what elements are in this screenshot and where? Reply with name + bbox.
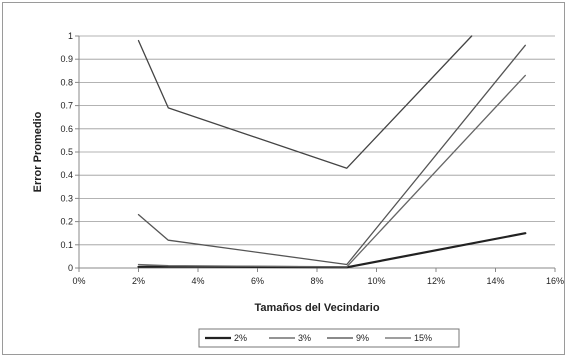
series-line-2: [137, 44, 526, 266]
y-tick-label: 0.4: [60, 170, 73, 180]
series-line-3: [137, 35, 473, 169]
legend-label: 15%: [414, 333, 432, 343]
legend-label: 9%: [356, 333, 369, 343]
y-axis-title: Error Promedio: [32, 111, 44, 192]
y-tick-label: 0.7: [60, 101, 73, 111]
y-tick-label: 0: [68, 263, 73, 273]
y-tick-label: 0.5: [60, 147, 73, 157]
x-tick-label: 10%: [367, 276, 385, 286]
x-tick-label: 6%: [251, 276, 264, 286]
x-axis-title: Tamaños del Vecindario: [254, 302, 379, 314]
line-chart: 00.10.20.30.40.50.60.70.80.910% 2% 4% 6% 8% 1…: [32, 31, 564, 348]
legend-items: 2% 3% 9% 15%: [205, 333, 432, 343]
chart-frame: 0 0.1 0.2 0.3 0.4 0.5 0.6 0.7 0.8 0.9 1 0% 2% 4% 6% 8% 1…: [2, 2, 565, 355]
series-line-4: [137, 74, 526, 268]
x-tick-label: 16%: [546, 276, 564, 286]
axis-ticks: 00.10.20.30.40.50.60.70.80.910% 2% 4% 6% 8% 1…: [60, 31, 564, 286]
y-tick-label: 0.3: [60, 193, 73, 203]
x-tick-label: 14%: [486, 276, 504, 286]
y-tick-label: 0.6: [60, 124, 73, 134]
y-tick-label: 0.1: [60, 240, 73, 250]
y-tick-label: 1: [68, 31, 73, 41]
y-tick-label: 0.9: [60, 54, 73, 64]
legend-label: 2%: [234, 333, 247, 343]
series-line-1: [137, 232, 527, 269]
legend-label: 3%: [298, 333, 311, 343]
x-tick-label: 8%: [310, 276, 323, 286]
x-tick-label: 0%: [72, 276, 85, 286]
x-tick-label: 4%: [191, 276, 204, 286]
x-tick-label: 12%: [427, 276, 445, 286]
legend: 2% 3% 9% 15%: [198, 328, 460, 348]
y-tick-label: 0.8: [60, 77, 73, 87]
x-tick-label: 2%: [132, 276, 145, 286]
series-lines: [137, 35, 527, 269]
y-tick-label: 0.2: [60, 217, 73, 227]
